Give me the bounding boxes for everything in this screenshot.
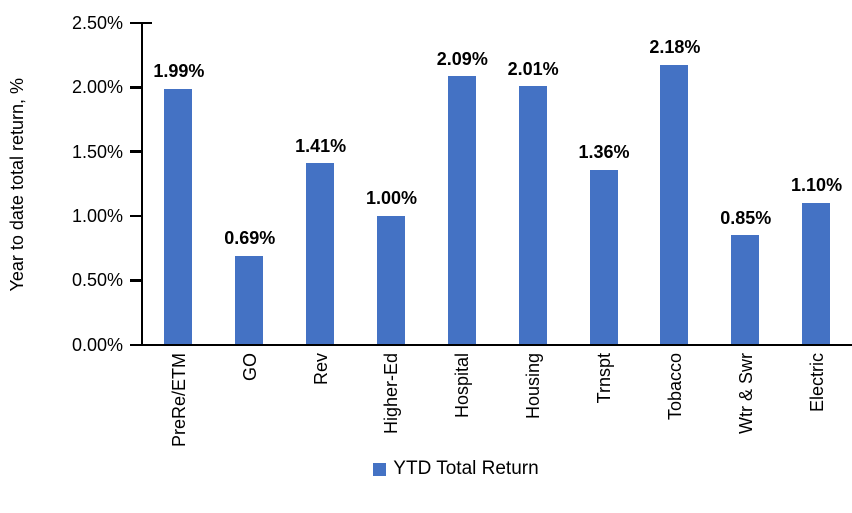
- bar-Wtr & Swr: [731, 235, 760, 344]
- bar-value-label: 2.09%: [436, 48, 488, 69]
- y-axis-tick: [130, 86, 141, 89]
- bar-Tobacco: [660, 64, 689, 344]
- x-axis-category-container: Hospital: [427, 353, 498, 478]
- bar-value-label: 0.69%: [224, 228, 276, 249]
- bar-PreRe/ETM: [164, 88, 193, 344]
- x-axis-category-label: PreRe/ETM: [168, 353, 189, 448]
- legend: YTD Total Return: [60, 458, 852, 480]
- x-axis-category-container: Electric: [781, 353, 852, 478]
- bar-value-label: 1.10%: [791, 175, 843, 196]
- x-axis-category-container: Wtr & Swr: [710, 353, 781, 478]
- bar-Trnspt: [589, 169, 618, 344]
- bar-value-label: 0.85%: [720, 207, 772, 228]
- bar-value-label: 1.00%: [365, 188, 417, 209]
- y-axis-tick-label: 2.00%: [71, 77, 123, 98]
- y-axis-tick: [130, 279, 141, 282]
- bar-Rev: [306, 163, 335, 344]
- y-axis-tick-label: 0.50%: [71, 270, 123, 291]
- bar-Higher-Ed: [376, 215, 405, 344]
- y-axis-tick: [130, 21, 152, 25]
- bar-GO: [235, 255, 264, 344]
- y-axis-tick-label: 0.00%: [71, 334, 123, 355]
- x-axis-category-container: Tobacco: [639, 353, 710, 478]
- x-axis-category-label: Hospital: [452, 353, 473, 419]
- x-axis-category-container: Trnspt: [569, 353, 640, 478]
- y-axis-title-container: Year to date total return, %: [6, 23, 28, 346]
- x-axis-category-container: Higher-Ed: [356, 353, 427, 478]
- y-axis-tick-label: 2.50%: [71, 13, 123, 33]
- bar-value-label: 2.01%: [507, 58, 559, 79]
- plot-area: [141, 23, 852, 346]
- x-axis-category-label: Wtr & Swr: [735, 353, 756, 434]
- x-axis-category-container: PreRe/ETM: [144, 353, 215, 478]
- y-axis-tick: [130, 150, 141, 153]
- bar-Housing: [518, 86, 547, 344]
- bar-value-label: 1.36%: [578, 142, 630, 163]
- x-axis-category-label: Rev: [310, 353, 331, 386]
- legend-label: YTD Total Return: [393, 458, 539, 479]
- x-axis-category-label: Electric: [806, 353, 827, 413]
- bar-Hospital: [447, 76, 476, 344]
- bar-value-label: 1.99%: [153, 61, 205, 82]
- x-axis-category-label: Housing: [523, 353, 544, 420]
- x-axis-category-label: Tobacco: [664, 353, 685, 421]
- bar-value-label: 1.41%: [295, 135, 347, 156]
- x-axis-category-label: Higher-Ed: [381, 353, 402, 435]
- x-axis-category-container: GO: [214, 353, 285, 478]
- y-axis-tick-label: 1.00%: [71, 206, 123, 227]
- y-axis-tick-label: 1.50%: [71, 141, 123, 162]
- bar-Electric: [802, 202, 831, 344]
- x-axis-category-label: GO: [239, 353, 260, 382]
- legend-swatch: [373, 462, 387, 476]
- y-axis-title: Year to date total return, %: [7, 77, 27, 292]
- x-axis-category-container: Housing: [498, 353, 569, 478]
- y-axis-tick: [130, 343, 141, 346]
- x-axis-category-container: Rev: [285, 353, 356, 478]
- x-axis-category-label: Trnspt: [594, 353, 615, 404]
- y-axis-tick: [130, 214, 141, 218]
- bar-value-label: 2.18%: [649, 37, 701, 58]
